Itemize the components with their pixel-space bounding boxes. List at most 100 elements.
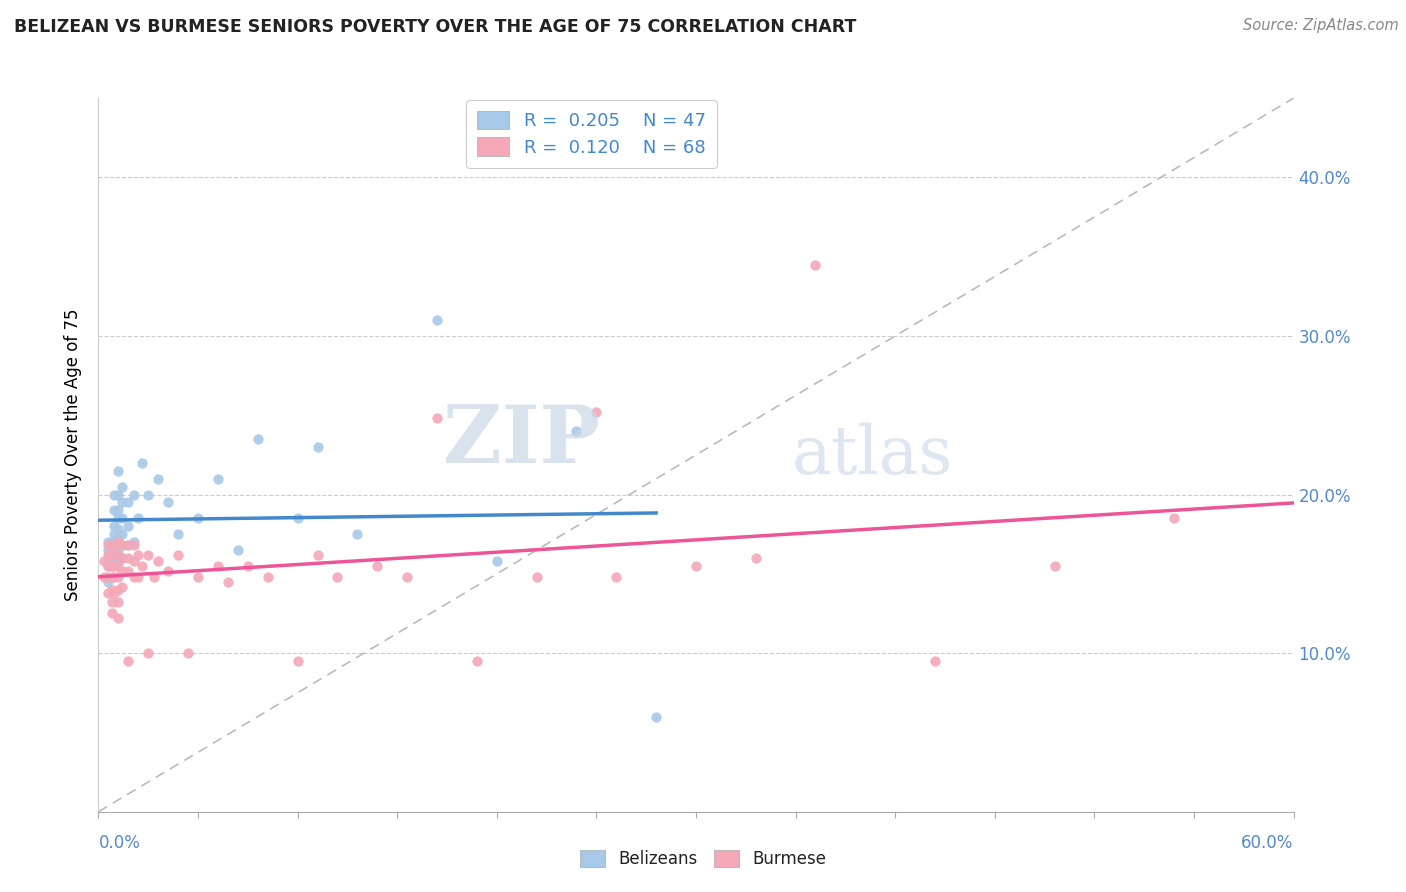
Point [107,611,129,625]
Point [117,564,139,578]
Text: BELIZEAN VS BURMESE SENIORS POVERTY OVER THE AGE OF 75 CORRELATION CHART: BELIZEAN VS BURMESE SENIORS POVERTY OVER… [14,18,856,36]
Point [97,558,120,573]
Point [143,570,166,584]
Text: Source: ZipAtlas.com: Source: ZipAtlas.com [1243,18,1399,33]
Point [745,551,768,566]
Point [526,570,548,584]
Point [924,654,946,668]
Point [124,538,146,552]
Point [346,527,368,541]
Point [103,503,125,517]
Point [107,595,129,609]
Point [97,551,120,566]
Point [148,554,170,568]
Point [101,548,124,562]
Point [136,646,159,660]
Point [101,570,124,584]
Point [111,551,134,566]
Point [111,527,134,541]
Point [107,570,129,584]
Point [426,313,449,327]
Point [167,527,190,541]
Point [117,538,139,552]
Point [1043,558,1066,573]
Point [97,586,120,600]
Point [97,574,120,589]
Point [236,558,259,573]
Text: atlas: atlas [792,422,953,488]
Point [107,554,129,568]
Point [136,487,159,501]
Point [124,554,146,568]
Point [287,654,309,668]
Point [97,558,120,573]
Point [103,487,125,501]
Point [217,574,239,589]
Point [131,456,153,470]
Point [366,558,388,573]
Point [167,548,190,562]
Point [117,495,139,509]
Point [97,570,120,584]
Point [103,527,125,541]
Point [246,432,269,446]
Point [426,411,449,425]
Point [97,548,120,562]
Point [103,535,125,549]
Point [111,495,134,509]
Point [127,511,149,525]
Point [107,535,129,549]
Point [93,554,115,568]
Point [127,570,149,584]
Point [326,570,349,584]
Point [103,538,125,552]
Point [93,570,115,584]
Point [187,511,209,525]
Point [685,558,707,573]
Point [136,548,159,562]
Point [187,570,209,584]
Point [107,582,129,597]
Point [107,532,129,546]
Point [585,405,607,419]
Point [111,564,134,578]
Legend: Belizeans, Burmese: Belizeans, Burmese [574,843,832,875]
Point [396,570,419,584]
Point [287,511,309,525]
Point [103,548,125,562]
Point [117,654,139,668]
Point [804,258,827,272]
Text: 0.0%: 0.0% [98,834,141,852]
Point [101,595,124,609]
Point [107,464,129,478]
Point [157,495,180,509]
Point [117,538,139,552]
Point [111,551,134,566]
Text: 60.0%: 60.0% [1241,834,1294,852]
Point [117,551,139,566]
Text: ZIP: ZIP [443,401,600,480]
Point [97,543,120,558]
Point [101,538,124,552]
Legend: R =  0.205    N = 47, R =  0.120    N = 68: R = 0.205 N = 47, R = 0.120 N = 68 [465,100,717,168]
Point [1163,511,1185,525]
Point [226,543,249,558]
Point [107,503,129,517]
Point [565,424,588,438]
Point [124,535,146,549]
Point [107,511,129,525]
Point [207,558,229,573]
Point [111,480,134,494]
Point [131,558,153,573]
Point [111,511,134,525]
Point [307,440,329,454]
Point [111,580,134,594]
Point [485,554,508,568]
Point [107,558,129,573]
Point [101,582,124,597]
Point [111,538,134,552]
Point [605,570,627,584]
Point [127,548,149,562]
Point [117,519,139,533]
Point [207,472,229,486]
